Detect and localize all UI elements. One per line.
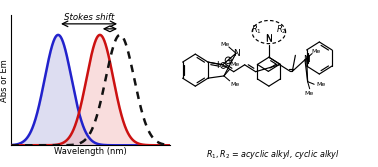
Y-axis label: Abs or Em: Abs or Em — [0, 59, 9, 102]
Text: Me: Me — [230, 62, 239, 67]
Text: $\mathit{R_1, R_2}$ = acyclic alkyl, cyclic alkyl: $\mathit{R_1, R_2}$ = acyclic alkyl, cyc… — [206, 148, 340, 161]
Text: Me: Me — [220, 42, 229, 47]
Text: N: N — [265, 34, 272, 43]
X-axis label: Wavelength (nm): Wavelength (nm) — [54, 147, 127, 156]
Text: $R_2$: $R_2$ — [276, 24, 287, 36]
Text: Me: Me — [311, 49, 321, 54]
Text: +: + — [225, 56, 231, 65]
Text: N: N — [303, 55, 310, 64]
Text: Me: Me — [304, 91, 313, 96]
Text: N: N — [265, 35, 272, 44]
Text: $R_1$: $R_1$ — [251, 24, 262, 36]
Text: N: N — [232, 49, 239, 58]
Text: Stokes shift: Stokes shift — [64, 13, 114, 22]
Text: I: I — [216, 61, 219, 70]
Text: Me: Me — [316, 82, 325, 88]
Text: Me: Me — [230, 82, 239, 87]
Text: −: − — [220, 61, 227, 70]
